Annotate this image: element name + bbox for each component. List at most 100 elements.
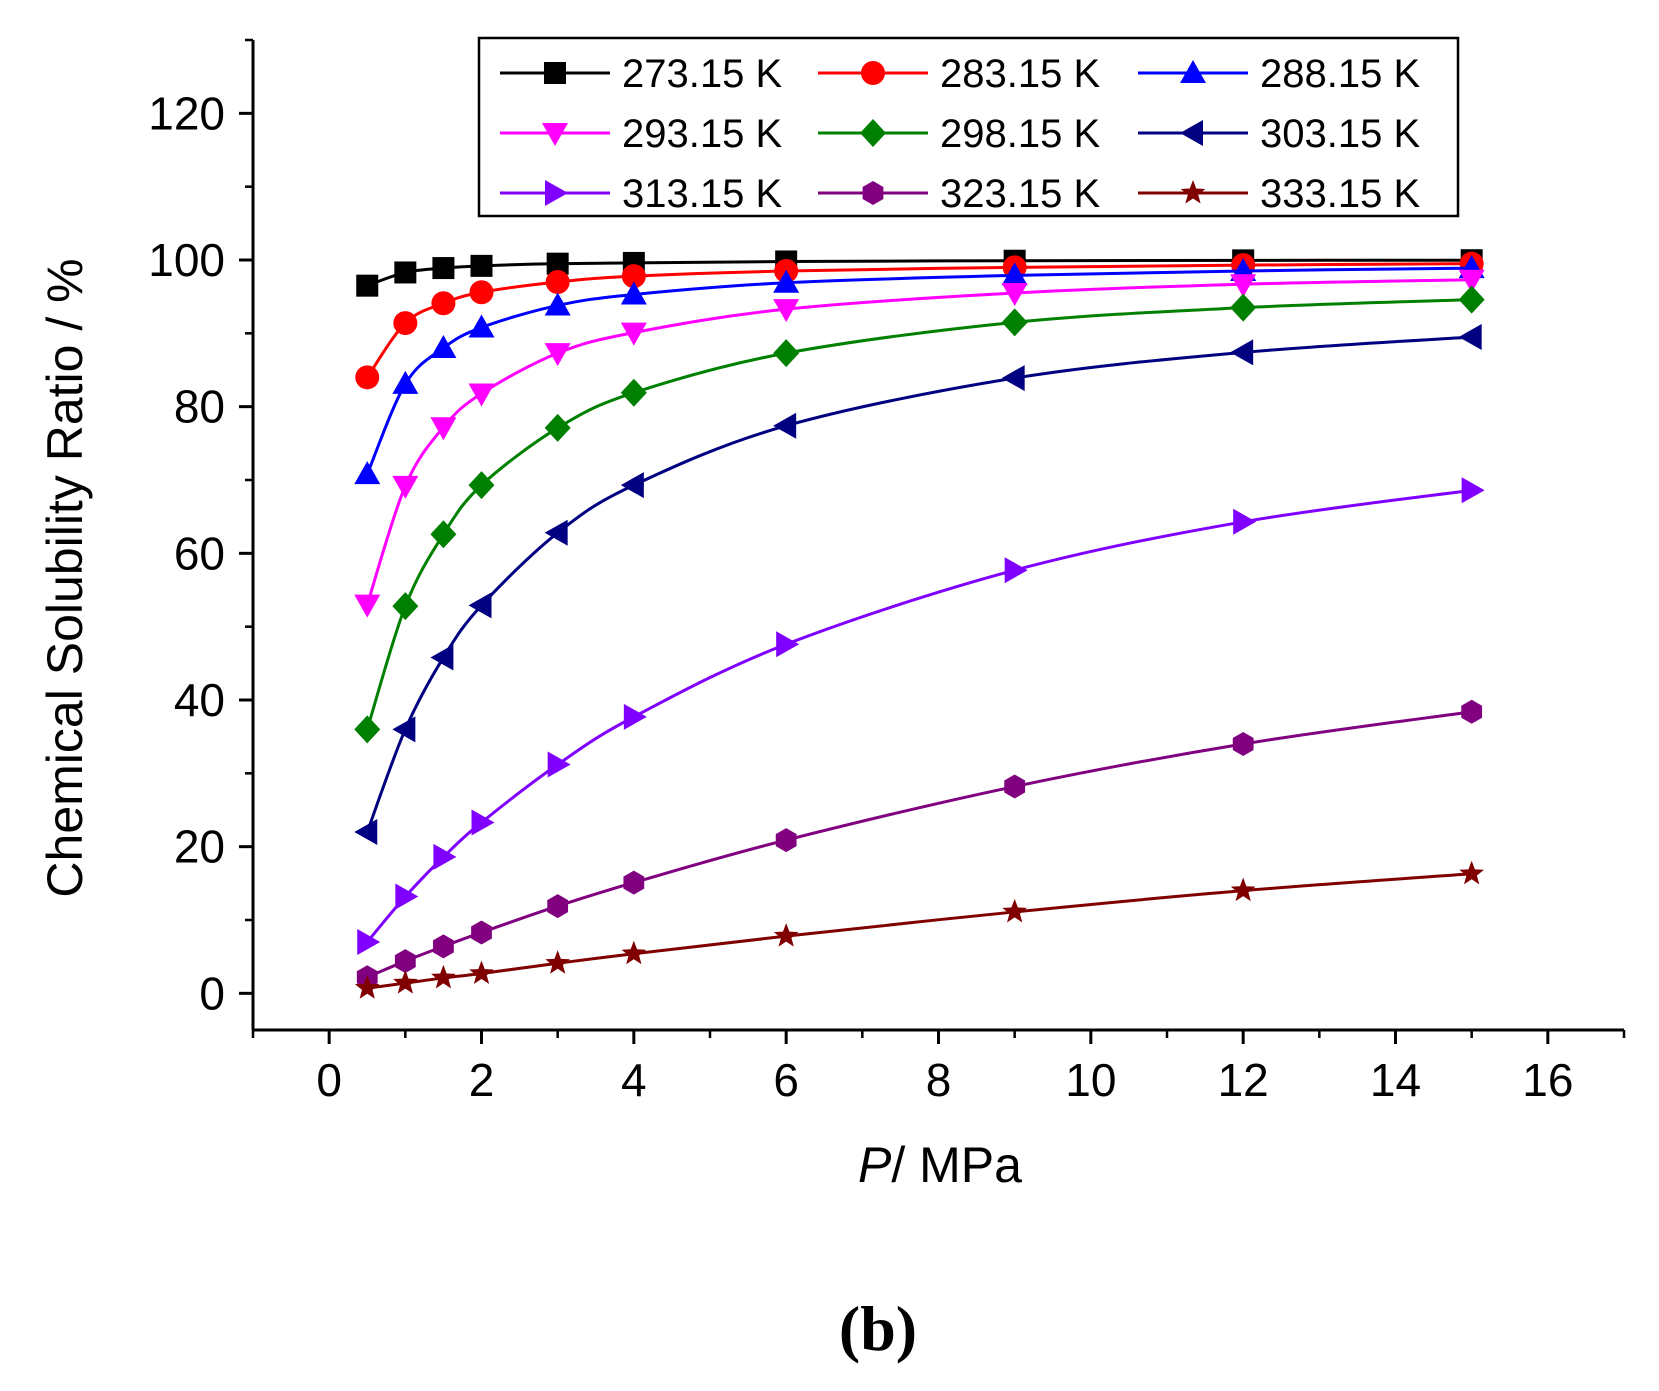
y-tick-label: 20 — [174, 821, 225, 873]
x-tick-label: 12 — [1218, 1054, 1269, 1106]
data-point — [469, 280, 494, 305]
series-line — [366, 710, 1472, 979]
data-point — [392, 592, 419, 621]
data-point — [1230, 339, 1254, 366]
data-point — [1230, 877, 1256, 902]
legend-item: 283.15 K — [818, 52, 1100, 96]
data-point — [1004, 774, 1026, 799]
legend-label: 288.15 K — [1260, 52, 1420, 96]
legend-marker — [544, 62, 566, 84]
data-point — [392, 370, 419, 394]
data-point — [471, 920, 492, 945]
data-point — [430, 520, 457, 549]
legend-item: 293.15 K — [500, 112, 782, 156]
data-point — [430, 417, 457, 441]
legend-box — [477, 36, 1460, 218]
legend-marker — [542, 123, 568, 146]
data-point — [1458, 285, 1485, 314]
series-30315K — [354, 324, 1482, 845]
series-layer — [354, 249, 1485, 999]
data-point — [433, 843, 457, 870]
data-point — [1458, 269, 1485, 293]
x-tick-label: 4 — [621, 1054, 647, 1106]
data-point — [544, 292, 571, 316]
data-point — [1232, 732, 1254, 756]
legend-marker — [1180, 60, 1206, 83]
legend-label: 323.15 K — [940, 172, 1100, 216]
x-tick-label: 16 — [1522, 1054, 1573, 1106]
data-point — [775, 828, 797, 853]
data-point — [1001, 262, 1028, 286]
x-axis-title: P/ MPa — [858, 1137, 1022, 1193]
series-line — [365, 298, 1472, 730]
y-axis-title: Chemical Solubility Ratio / % — [37, 258, 93, 897]
x-axis-title-unit: / MPa — [891, 1137, 1022, 1193]
data-point — [1461, 477, 1485, 504]
data-point — [357, 929, 381, 955]
legend-item: 298.15 K — [818, 112, 1100, 156]
legend-marker — [861, 61, 885, 85]
data-point — [620, 378, 647, 407]
data-point — [394, 949, 416, 974]
data-point — [621, 264, 646, 289]
x-tick-label: 2 — [469, 1054, 495, 1106]
data-point — [544, 519, 568, 546]
data-point — [623, 703, 647, 730]
data-point — [354, 819, 378, 845]
data-point — [394, 261, 417, 284]
data-point — [1458, 324, 1482, 350]
series-29815K — [354, 285, 1485, 744]
series-32315K — [356, 699, 1483, 990]
series-line — [365, 335, 1472, 833]
data-point — [1004, 557, 1028, 584]
data-point — [354, 461, 381, 485]
x-tick-label: 10 — [1065, 1054, 1116, 1106]
data-point — [773, 269, 800, 293]
x-tick-label: 0 — [316, 1054, 342, 1106]
data-point — [1230, 293, 1257, 322]
data-point — [776, 631, 800, 658]
data-point — [544, 413, 571, 442]
legend-item: 323.15 K — [818, 172, 1100, 216]
legend-item: 313.15 K — [500, 172, 782, 216]
data-point — [468, 314, 495, 338]
data-point — [1230, 274, 1257, 298]
data-point — [431, 964, 456, 989]
legend-marker — [1180, 180, 1206, 204]
data-point — [392, 475, 419, 499]
series-29315K — [354, 269, 1485, 618]
legend-item: 303.15 K — [1138, 112, 1420, 156]
legend-item: 333.15 K — [1138, 172, 1420, 216]
data-point — [432, 257, 455, 280]
data-point — [1001, 308, 1028, 337]
data-point — [620, 472, 644, 499]
data-point — [547, 894, 569, 919]
x-tick-label: 8 — [926, 1054, 952, 1106]
legend: 273.15 K 283.15 K 288.15 K 293.15 K 298.15 K… — [477, 36, 1460, 218]
data-point — [620, 281, 647, 305]
y-tick-label: 100 — [148, 234, 225, 286]
legend-label: 298.15 K — [940, 112, 1100, 156]
data-point — [393, 311, 418, 336]
series-line — [366, 262, 1472, 379]
data-point — [620, 322, 647, 346]
y-tick-label: 80 — [174, 381, 225, 433]
data-point — [356, 274, 379, 297]
data-point — [545, 270, 570, 294]
data-point — [623, 870, 645, 895]
data-point — [545, 950, 571, 974]
data-point — [773, 339, 800, 368]
legend-label: 333.15 K — [1260, 172, 1420, 216]
panel-label: (b) — [839, 1293, 917, 1364]
data-point — [469, 960, 494, 985]
data-point — [355, 365, 380, 390]
data-point — [431, 291, 456, 316]
data-point — [430, 644, 454, 671]
legend-label: 303.15 K — [1260, 112, 1420, 156]
data-point — [773, 923, 799, 947]
data-point — [1001, 283, 1028, 306]
series-27315K — [356, 249, 1483, 297]
legend-label: 313.15 K — [622, 172, 782, 216]
data-point — [468, 383, 495, 407]
